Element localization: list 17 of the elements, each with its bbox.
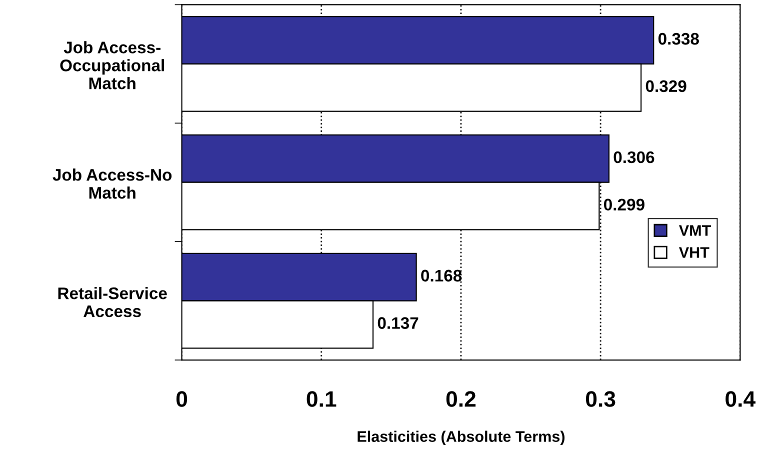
- x-tick-label: 0.2: [446, 391, 476, 407]
- legend-label: VHT: [678, 247, 710, 258]
- data-label: 0.329: [646, 80, 686, 92]
- data-label: 0.306: [614, 151, 654, 164]
- data-label: 0.299: [604, 198, 644, 211]
- y-tick-label: Job Access- Occupational Match: [60, 41, 164, 90]
- legend-label: VMT: [678, 225, 711, 236]
- data-label: 0.137: [378, 317, 418, 329]
- x-tick-label: 0.4: [726, 391, 756, 407]
- x-axis-title: Elasticities (Absolute Terms): [358, 430, 565, 445]
- x-tick-label: 0: [176, 391, 188, 407]
- x-tick-label: 0.1: [306, 391, 336, 407]
- y-tick-label: Retail-Service Access: [58, 286, 167, 318]
- data-label: 0.338: [658, 32, 699, 45]
- data-label: 0.168: [421, 270, 462, 282]
- y-tick-label: Job Access-No Match: [52, 168, 172, 199]
- x-tick-label: 0.3: [586, 391, 616, 407]
